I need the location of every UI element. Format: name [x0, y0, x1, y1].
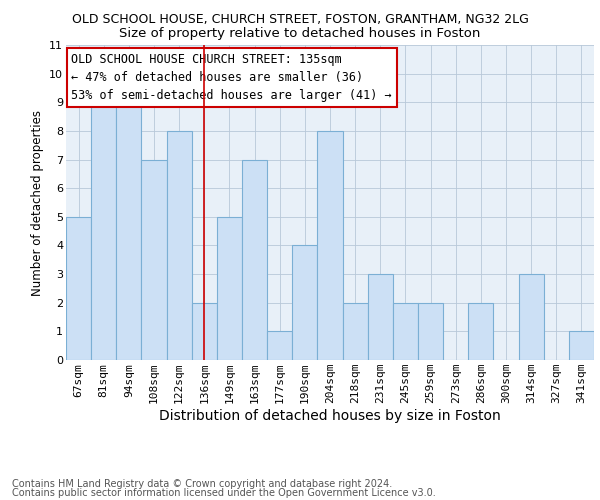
Bar — [142, 160, 167, 360]
Bar — [91, 102, 116, 360]
Bar — [368, 274, 393, 360]
Bar — [66, 217, 91, 360]
Bar — [418, 302, 443, 360]
Text: OLD SCHOOL HOUSE CHURCH STREET: 135sqm
← 47% of detached houses are smaller (36): OLD SCHOOL HOUSE CHURCH STREET: 135sqm ←… — [71, 53, 392, 102]
Bar — [317, 131, 343, 360]
Bar — [393, 302, 418, 360]
X-axis label: Distribution of detached houses by size in Foston: Distribution of detached houses by size … — [159, 409, 501, 423]
Text: Contains HM Land Registry data © Crown copyright and database right 2024.: Contains HM Land Registry data © Crown c… — [12, 479, 392, 489]
Bar — [468, 302, 493, 360]
Text: Size of property relative to detached houses in Foston: Size of property relative to detached ho… — [119, 28, 481, 40]
Bar — [217, 217, 242, 360]
Y-axis label: Number of detached properties: Number of detached properties — [31, 110, 44, 296]
Bar — [343, 302, 368, 360]
Text: Contains public sector information licensed under the Open Government Licence v3: Contains public sector information licen… — [12, 488, 436, 498]
Bar — [518, 274, 544, 360]
Bar — [267, 332, 292, 360]
Text: OLD SCHOOL HOUSE, CHURCH STREET, FOSTON, GRANTHAM, NG32 2LG: OLD SCHOOL HOUSE, CHURCH STREET, FOSTON,… — [71, 12, 529, 26]
Bar — [292, 246, 317, 360]
Bar — [116, 102, 142, 360]
Bar — [242, 160, 267, 360]
Bar — [167, 131, 192, 360]
Bar — [569, 332, 594, 360]
Bar — [192, 302, 217, 360]
